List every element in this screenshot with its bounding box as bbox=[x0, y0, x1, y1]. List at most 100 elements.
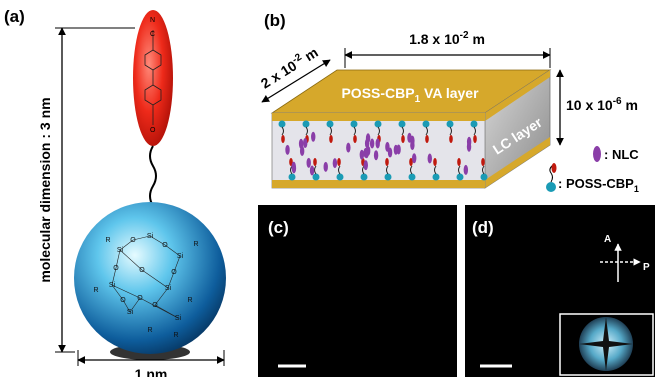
atom-label: R bbox=[187, 297, 192, 304]
poss-head bbox=[449, 135, 453, 143]
atom-label: O bbox=[162, 242, 168, 249]
text: 1.8 x 10 bbox=[409, 31, 460, 47]
poss-dot bbox=[327, 121, 334, 128]
atom-label: Si bbox=[175, 315, 182, 322]
text: 10 x 10 bbox=[566, 97, 613, 113]
nlc bbox=[307, 158, 311, 168]
nlc bbox=[292, 163, 296, 173]
atom-label: O bbox=[171, 269, 177, 276]
width-label: 2 x 10-2 m bbox=[257, 43, 320, 91]
nlc bbox=[303, 138, 307, 148]
atom-label: O bbox=[150, 127, 156, 134]
poss-dot bbox=[409, 174, 416, 181]
poss-head bbox=[281, 135, 285, 143]
nlc bbox=[366, 146, 370, 156]
panel-a: (a) molecular dimension : 3 nm N C O 1 n… bbox=[4, 7, 226, 377]
poss-head bbox=[481, 158, 485, 166]
poss-head bbox=[552, 163, 557, 173]
atom-label: O bbox=[152, 302, 158, 309]
nlc bbox=[374, 150, 378, 160]
nlc bbox=[428, 154, 432, 164]
panel-d: (d) A P bbox=[465, 205, 655, 377]
poss-head bbox=[337, 158, 341, 166]
atom-label: C bbox=[150, 31, 155, 38]
atom-label: R bbox=[93, 287, 98, 294]
atom-label: O bbox=[120, 297, 126, 304]
atom-label: N bbox=[150, 17, 155, 24]
poss-head bbox=[313, 158, 317, 166]
poss-head bbox=[473, 135, 477, 143]
nlc bbox=[333, 158, 337, 168]
poss-head bbox=[329, 135, 333, 143]
analyzer-label: A bbox=[604, 234, 611, 245]
poss-dot bbox=[399, 121, 406, 128]
atom-label: R bbox=[147, 327, 152, 334]
atom-label: Si bbox=[165, 285, 172, 292]
atom-label: Si bbox=[147, 233, 154, 240]
poss-dot bbox=[337, 174, 344, 181]
panel-b: (b) POSS-CBP1 VA layer LC layer 1.8 x 10… bbox=[257, 11, 639, 194]
text: POSS-CBP bbox=[341, 85, 414, 101]
atom-label: Si bbox=[109, 282, 116, 289]
panel-label: (a) bbox=[4, 7, 25, 26]
atom-label: O bbox=[130, 237, 136, 244]
nlc bbox=[346, 143, 350, 153]
poss-dot bbox=[279, 121, 286, 128]
text: m bbox=[298, 44, 320, 66]
text: VA layer bbox=[420, 85, 479, 101]
poss-head bbox=[385, 158, 389, 166]
panel-label: (d) bbox=[472, 218, 494, 237]
nlc bbox=[324, 162, 328, 172]
atom-label: R bbox=[105, 237, 110, 244]
width-label: 1 nm bbox=[135, 366, 168, 377]
nlc bbox=[376, 138, 380, 148]
nlc bbox=[370, 138, 374, 148]
poss-dot bbox=[375, 121, 382, 128]
poss-dot bbox=[481, 174, 488, 181]
poss-dot bbox=[351, 121, 358, 128]
nlc bbox=[385, 142, 389, 152]
atom-label: R bbox=[193, 241, 198, 248]
poss-dot bbox=[447, 121, 454, 128]
poss-dot bbox=[385, 174, 392, 181]
top-layer bbox=[272, 113, 485, 121]
nlc-icon bbox=[593, 146, 601, 162]
atom-label: Si bbox=[127, 309, 134, 316]
poss-head bbox=[425, 135, 429, 143]
bottom-layer bbox=[272, 180, 485, 188]
poss-dot bbox=[361, 174, 368, 181]
figure: (a) molecular dimension : 3 nm N C O 1 n… bbox=[0, 0, 655, 377]
poss-dot bbox=[423, 121, 430, 128]
poss-dot bbox=[313, 174, 320, 181]
text: : POSS-CBP bbox=[558, 176, 634, 191]
legend-nlc: : NLC bbox=[604, 147, 639, 162]
atom-label: Si bbox=[117, 247, 124, 254]
poss-head bbox=[457, 158, 461, 166]
legend-poss: : POSS-CBP1 bbox=[558, 176, 639, 194]
poss-dot bbox=[457, 174, 464, 181]
text: m bbox=[469, 31, 485, 47]
nlc bbox=[364, 160, 368, 170]
atom-label: O bbox=[139, 267, 145, 274]
poss-icon bbox=[546, 182, 556, 192]
nlc bbox=[285, 145, 289, 155]
nlc bbox=[360, 150, 364, 160]
atom-label: O bbox=[137, 295, 143, 302]
panel-c: (c) bbox=[258, 205, 457, 377]
nlc bbox=[310, 165, 314, 175]
atom-label: R bbox=[173, 332, 178, 339]
panel-label: (b) bbox=[264, 11, 286, 30]
nlc bbox=[396, 144, 400, 154]
nlc bbox=[412, 153, 416, 163]
poss-dot bbox=[471, 121, 478, 128]
subscript: 1 bbox=[634, 184, 639, 194]
atom-label: O bbox=[113, 265, 119, 272]
nlc bbox=[300, 146, 304, 156]
nlc bbox=[467, 142, 471, 152]
poss-head bbox=[401, 135, 405, 143]
panel-label: (c) bbox=[268, 218, 289, 237]
height-label: molecular dimension : 3 nm bbox=[37, 97, 53, 282]
poss-head bbox=[433, 158, 437, 166]
length-label: 1.8 x 10-2 m bbox=[409, 30, 485, 47]
poss-dot bbox=[433, 174, 440, 181]
